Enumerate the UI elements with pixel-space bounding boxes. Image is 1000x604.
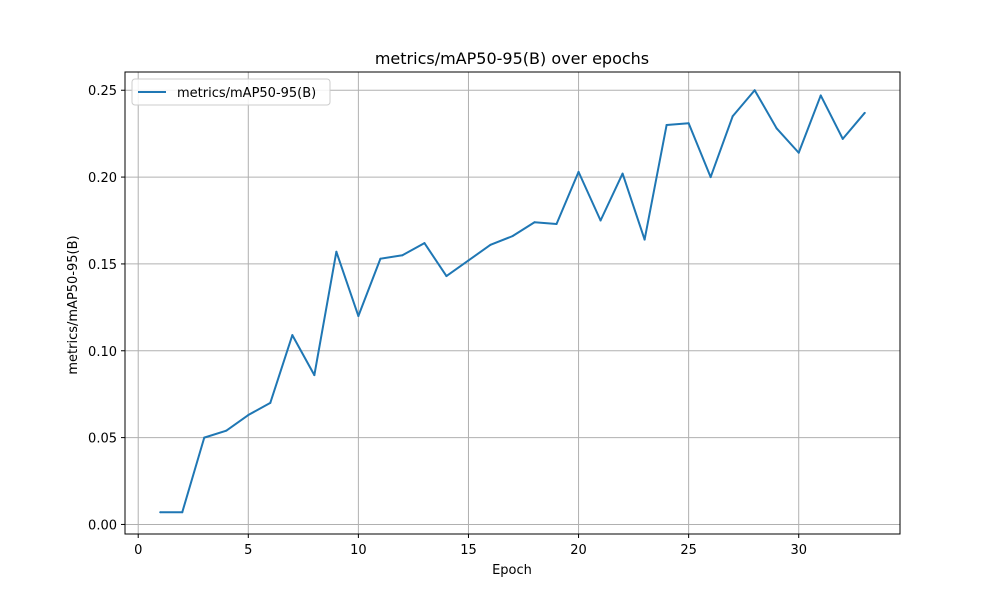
data-point [467,259,470,262]
data-point [599,219,602,222]
data-point [577,170,580,173]
data-point [687,122,690,125]
data-point [775,127,778,130]
y-tick-label: 0.20 [88,171,117,186]
legend: metrics/mAP50-95(B) [131,78,331,106]
y-tick-label: 0.05 [88,432,117,447]
data-point [379,257,382,260]
y-tick-label: 0.15 [88,258,117,273]
x-tick-label: 30 [790,543,807,558]
data-point [423,242,426,245]
legend-label: metrics/mAP50-95(B) [177,86,316,101]
data-point [643,238,646,241]
x-tick-label: 20 [570,543,587,558]
data-point [731,115,734,118]
data-point [841,137,844,140]
data-point [489,243,492,246]
data-point [269,401,272,404]
data-point [555,222,558,225]
data-point [335,250,338,253]
x-tick-label: 0 [134,543,142,558]
data-point [291,334,294,337]
data-point [203,436,206,439]
data-point [533,221,536,224]
data-point [819,94,822,97]
y-tick-label: 0.00 [88,518,117,533]
data-point [797,151,800,154]
x-tick-label: 10 [350,543,367,558]
series-layer [159,89,866,514]
data-point [709,176,712,179]
y-tick-label: 0.25 [88,84,117,99]
data-point [225,429,228,432]
tick-marks: 0 5 10 15 20 25 30 0.00 0.05 0.10 0.15 0.20 0.25 [88,84,807,558]
legend-box [131,78,331,106]
x-tick-label: 25 [680,543,697,558]
data-point [753,89,756,92]
y-tick-label: 0.10 [88,345,117,360]
x-tick-label: 5 [244,543,252,558]
x-tick-label: 15 [460,543,477,558]
data-point [247,414,250,417]
plot-frame [124,71,901,535]
data-point [863,111,866,114]
data-point [445,275,448,278]
data-point [181,511,184,514]
data-point [665,123,668,126]
data-point [313,374,316,377]
data-point [401,254,404,257]
data-point [159,511,162,514]
y-axis-label: metrics/mAP50-95(B) [66,235,81,374]
grid-lines [125,72,900,534]
x-axis-label: Epoch [492,563,532,578]
data-point [511,235,514,238]
data-point [357,315,360,318]
chart-title: metrics/mAP50-95(B) over epochs [375,49,649,68]
data-point [621,172,624,175]
